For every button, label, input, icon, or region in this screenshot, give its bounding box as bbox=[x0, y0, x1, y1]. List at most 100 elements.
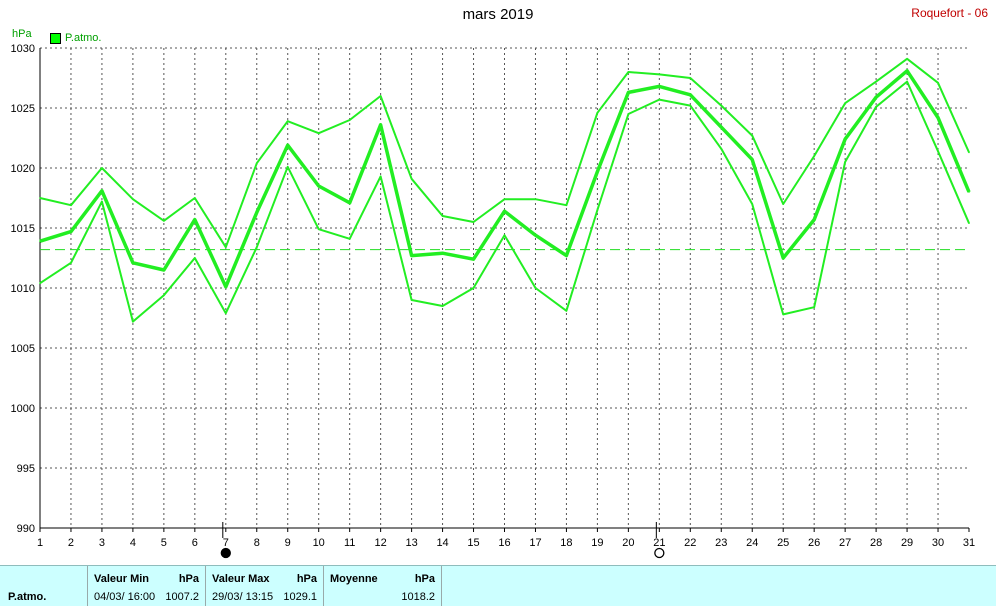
x-tick-label: 25 bbox=[777, 537, 789, 549]
data-point-min bbox=[813, 306, 815, 309]
data-point-mean bbox=[658, 85, 661, 88]
data-point-max bbox=[317, 132, 320, 134]
y-tick-label: 1025 bbox=[11, 103, 35, 115]
x-tick-label: 11 bbox=[344, 537, 355, 549]
x-tick-label: 13 bbox=[405, 537, 417, 549]
data-point-min bbox=[751, 203, 754, 205]
data-point-min bbox=[163, 294, 165, 297]
stats-avg-cell: Moyenne hPa 1018.2 bbox=[324, 566, 442, 606]
data-point-mean bbox=[101, 190, 103, 192]
data-point-mean bbox=[132, 262, 134, 264]
x-tick-label: 14 bbox=[436, 537, 448, 549]
data-point-max bbox=[658, 73, 661, 76]
data-point-min bbox=[379, 175, 382, 178]
data-point-mean bbox=[596, 170, 599, 173]
data-point-min bbox=[317, 228, 320, 230]
data-point-mean bbox=[937, 116, 939, 119]
data-point-mean bbox=[348, 202, 351, 204]
data-point-max bbox=[101, 167, 103, 169]
stats-max-cell: Valeur Max hPa 29/03/ 13:15 1029.1 bbox=[206, 566, 324, 606]
data-point-max bbox=[813, 155, 815, 157]
max-unit: hPa bbox=[296, 573, 317, 585]
data-point-max bbox=[782, 203, 784, 205]
data-point-min bbox=[441, 305, 444, 307]
x-tick-label: 31 bbox=[963, 537, 975, 549]
full-moon-icon bbox=[654, 547, 665, 559]
data-point-max bbox=[720, 104, 723, 107]
data-point-mean bbox=[875, 96, 877, 98]
data-point-mean bbox=[782, 257, 784, 259]
stats-min-cell: Valeur Min hPa 04/03/ 16:00 1007.2 bbox=[88, 566, 206, 606]
data-point-max bbox=[627, 71, 630, 73]
data-point-max bbox=[503, 198, 506, 200]
min-header: Valeur Min bbox=[94, 573, 150, 585]
y-axis-unit: hPa bbox=[12, 28, 32, 40]
data-point-max bbox=[225, 246, 227, 248]
data-point-min bbox=[627, 113, 630, 115]
x-tick-label: 19 bbox=[591, 537, 603, 549]
data-point-max bbox=[968, 151, 970, 154]
x-tick-label: 1 bbox=[37, 537, 43, 549]
max-header: Valeur Max bbox=[212, 573, 270, 585]
data-point-max bbox=[39, 197, 41, 199]
max-date: 29/03/ 13:15 bbox=[212, 591, 274, 603]
data-point-max bbox=[534, 198, 537, 200]
data-point-max bbox=[410, 178, 413, 180]
x-tick-label: 21 bbox=[653, 537, 665, 549]
chart-title: mars 2019 bbox=[462, 6, 534, 23]
x-tick-label: 20 bbox=[622, 537, 634, 549]
x-tick-label: 30 bbox=[932, 537, 944, 549]
data-point-max bbox=[596, 112, 599, 114]
y-tick-label: 1015 bbox=[11, 223, 35, 235]
data-point-min bbox=[968, 222, 970, 224]
data-point-max bbox=[255, 162, 258, 164]
data-point-max bbox=[565, 204, 568, 206]
new-moon-icon bbox=[220, 547, 231, 559]
data-point-min bbox=[875, 106, 877, 108]
data-point-mean bbox=[194, 218, 196, 221]
data-point-mean bbox=[968, 191, 970, 193]
data-point-min bbox=[844, 161, 846, 163]
data-point-mean bbox=[163, 269, 165, 271]
data-point-max bbox=[348, 119, 351, 121]
y-tick-label: 1010 bbox=[11, 283, 35, 295]
data-point-min bbox=[534, 287, 537, 289]
legend: P.atmo. bbox=[50, 32, 102, 44]
data-point-mean bbox=[565, 254, 568, 257]
x-tick-label: 27 bbox=[839, 537, 851, 549]
data-point-max bbox=[689, 77, 692, 79]
data-point-min bbox=[255, 246, 258, 248]
y-tick-label: 1000 bbox=[11, 403, 35, 415]
x-tick-label: 2 bbox=[68, 537, 74, 549]
data-point-min bbox=[39, 282, 41, 285]
avg-unit: hPa bbox=[414, 573, 435, 585]
data-point-max bbox=[379, 95, 382, 97]
data-point-max bbox=[286, 120, 289, 122]
data-point-mean bbox=[720, 126, 723, 128]
data-point-min bbox=[906, 80, 908, 83]
x-tick-label: 16 bbox=[498, 537, 510, 549]
y-tick-label: 995 bbox=[17, 463, 35, 475]
data-point-min bbox=[472, 287, 475, 289]
data-point-max bbox=[70, 204, 72, 206]
x-tick-label: 17 bbox=[529, 537, 541, 549]
data-point-max bbox=[132, 198, 134, 200]
legend-label: P.atmo. bbox=[65, 32, 102, 44]
data-point-max bbox=[937, 82, 939, 84]
data-point-min bbox=[503, 234, 506, 236]
x-tick-label: 7 bbox=[223, 537, 229, 549]
data-point-min bbox=[132, 320, 134, 323]
x-tick-label: 18 bbox=[560, 537, 572, 549]
x-tick-label: 28 bbox=[870, 537, 882, 549]
station-name: Roquefort - 06 bbox=[911, 6, 988, 20]
x-tick-label: 15 bbox=[467, 537, 479, 549]
data-point-min bbox=[225, 312, 227, 315]
stats-footer: P.atmo. Valeur Min hPa 04/03/ 16:00 1007… bbox=[0, 565, 996, 606]
stats-row-label: P.atmo. bbox=[8, 591, 47, 603]
x-tick-label: 10 bbox=[313, 537, 325, 549]
data-point-min bbox=[410, 299, 413, 301]
y-tick-label: 990 bbox=[17, 523, 35, 535]
data-point-mean bbox=[317, 185, 320, 187]
data-point-max bbox=[163, 220, 165, 222]
max-value: 1029.1 bbox=[283, 591, 317, 603]
